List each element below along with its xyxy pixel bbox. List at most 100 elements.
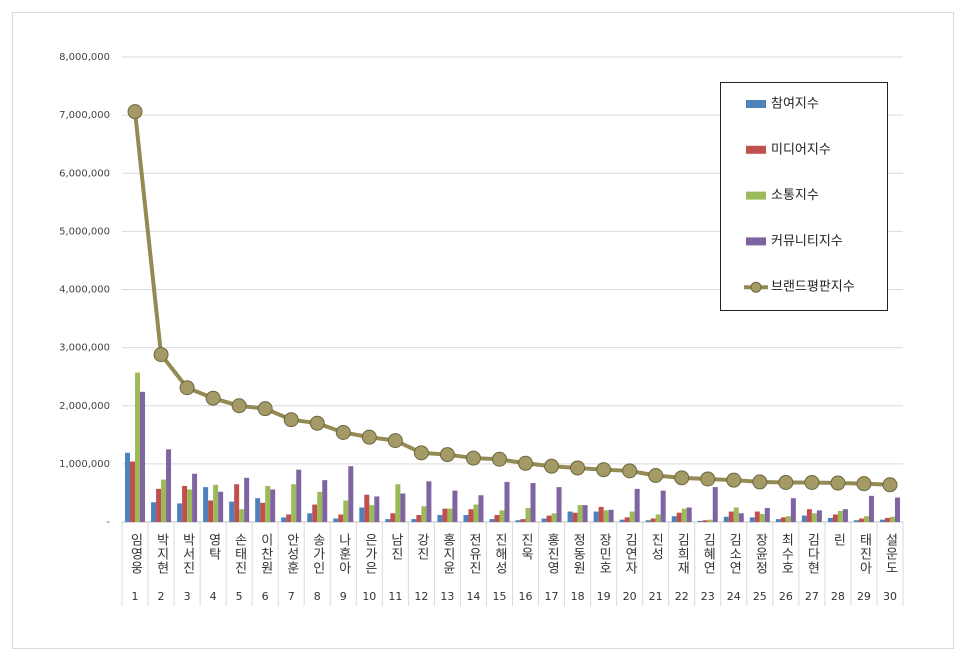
bar — [177, 503, 183, 522]
rank-label: 12 — [414, 590, 428, 603]
line-marker — [648, 468, 664, 483]
line-marker — [518, 455, 534, 471]
x-tick-label: 남진 — [388, 533, 403, 561]
bar — [863, 516, 869, 522]
y-tick-label: 8,000,000 — [59, 52, 110, 63]
bar — [463, 515, 469, 522]
bar — [749, 517, 755, 522]
bar — [489, 519, 495, 522]
rank-label: 27 — [805, 590, 819, 603]
bar — [697, 520, 703, 522]
x-tick-label: 김소연 — [726, 533, 741, 575]
bar — [286, 514, 292, 522]
bar — [811, 513, 817, 522]
line-marker — [127, 104, 143, 120]
line-marker — [231, 398, 247, 414]
rank-label: 30 — [883, 590, 897, 603]
y-tick-label: 1,000,000 — [59, 459, 110, 470]
bar — [166, 449, 172, 522]
bar — [712, 487, 718, 522]
bar — [868, 495, 874, 522]
bar — [598, 506, 604, 522]
y-tick-label: 6,000,000 — [59, 168, 110, 179]
bar — [312, 504, 318, 522]
legend-label: 소통지수 — [771, 188, 819, 203]
legend-swatch — [746, 100, 766, 108]
bar — [884, 517, 890, 522]
line-marker — [882, 477, 898, 493]
legend-label: 미디어지수 — [771, 142, 831, 157]
bar — [728, 511, 734, 522]
bar — [234, 484, 240, 522]
line-marker — [856, 476, 872, 492]
bar — [593, 511, 599, 522]
bar — [889, 516, 895, 522]
x-tick-label: 손태진 — [232, 533, 247, 575]
bar — [629, 511, 635, 522]
rank-label: 28 — [831, 590, 845, 603]
bar — [624, 517, 630, 522]
legend-swatch — [746, 191, 766, 200]
line-marker — [179, 380, 195, 396]
legend-swatch — [746, 145, 766, 154]
rank-label: 5 — [236, 590, 243, 603]
x-tick-label: 태진아 — [856, 533, 871, 575]
line-marker — [622, 463, 638, 479]
x-tick-label: 안성훈 — [284, 533, 299, 575]
x-tick-label: 강진 — [414, 533, 429, 561]
x-tick-label: 진해성 — [492, 533, 507, 575]
bar — [395, 484, 401, 522]
rank-label: 3 — [184, 590, 191, 603]
bar — [182, 485, 188, 522]
bar — [681, 508, 687, 522]
bar — [608, 509, 614, 522]
bar — [551, 513, 557, 522]
x-tick-label: 장민호 — [596, 533, 611, 575]
bar — [702, 520, 708, 522]
rank-label: 10 — [362, 590, 376, 603]
bar — [816, 510, 822, 522]
bar — [577, 505, 583, 522]
bar — [140, 391, 146, 522]
x-tick-label: 홍진영 — [544, 533, 559, 575]
bar — [894, 497, 900, 522]
bar — [333, 518, 339, 522]
x-tick-label: 영탁 — [206, 533, 221, 561]
line-marker — [570, 460, 586, 476]
line-marker — [413, 445, 429, 461]
rank-label: 26 — [779, 590, 793, 603]
bar — [244, 477, 250, 522]
x-tick-label: 장윤정 — [752, 533, 767, 575]
rank-label: 14 — [466, 590, 480, 603]
bar — [390, 513, 396, 522]
bar — [213, 484, 219, 522]
bar — [478, 495, 484, 522]
bar — [837, 510, 843, 522]
bar — [187, 489, 193, 522]
bar — [442, 508, 448, 522]
bar — [660, 490, 666, 522]
line-marker — [283, 412, 299, 428]
line-marker — [830, 475, 846, 491]
x-tick-label: 은가은 — [362, 533, 377, 575]
bar — [192, 473, 198, 522]
bar — [161, 479, 167, 522]
bar — [338, 514, 344, 522]
bar — [364, 494, 370, 522]
bar — [452, 490, 458, 522]
line-marker — [596, 462, 612, 478]
rank-label: 9 — [340, 590, 347, 603]
line-marker — [387, 433, 403, 449]
bar — [541, 518, 547, 522]
line-marker — [752, 474, 768, 490]
bar — [239, 509, 245, 522]
bar — [307, 513, 313, 522]
bar — [416, 515, 422, 522]
bar — [265, 485, 271, 522]
x-tick-label: 김혜연 — [700, 533, 715, 575]
y-tick-label: 2,000,000 — [59, 401, 110, 412]
bar — [525, 508, 531, 522]
bar — [317, 491, 323, 522]
bar — [494, 515, 500, 522]
bar — [645, 520, 651, 522]
